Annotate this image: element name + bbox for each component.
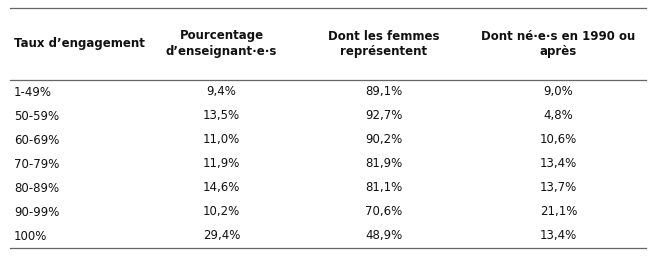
Text: 81,9%: 81,9% [365,157,402,170]
Text: 89,1%: 89,1% [365,86,402,99]
Text: Pourcentage
d’enseignant·e·s: Pourcentage d’enseignant·e·s [165,29,277,59]
Text: 1-49%: 1-49% [14,86,52,99]
Text: 11,0%: 11,0% [203,133,240,146]
Text: 90,2%: 90,2% [365,133,402,146]
Text: Taux d’engagement: Taux d’engagement [14,37,145,50]
Text: 60-69%: 60-69% [14,133,60,146]
Text: 50-59%: 50-59% [14,110,59,123]
Text: 21,1%: 21,1% [540,206,577,219]
Text: 70-79%: 70-79% [14,157,60,170]
Text: 81,1%: 81,1% [365,182,402,195]
Text: 13,4%: 13,4% [540,157,577,170]
Text: 10,6%: 10,6% [540,133,577,146]
Text: 10,2%: 10,2% [203,206,240,219]
Text: 9,0%: 9,0% [543,86,574,99]
Text: 13,7%: 13,7% [540,182,577,195]
Text: 13,4%: 13,4% [540,229,577,242]
Text: 70,6%: 70,6% [365,206,402,219]
Text: 90-99%: 90-99% [14,206,60,219]
Text: Dont les femmes
représentent: Dont les femmes représentent [328,29,439,59]
Text: 100%: 100% [14,229,47,242]
Text: 13,5%: 13,5% [203,110,240,123]
Text: 14,6%: 14,6% [203,182,240,195]
Text: 4,8%: 4,8% [543,110,574,123]
Text: 29,4%: 29,4% [203,229,240,242]
Text: 11,9%: 11,9% [203,157,240,170]
Text: 92,7%: 92,7% [365,110,402,123]
Text: 48,9%: 48,9% [365,229,402,242]
Text: 9,4%: 9,4% [207,86,236,99]
Text: 80-89%: 80-89% [14,182,59,195]
Text: Dont né·e·s en 1990 ou
après: Dont né·e·s en 1990 ou après [481,29,636,59]
